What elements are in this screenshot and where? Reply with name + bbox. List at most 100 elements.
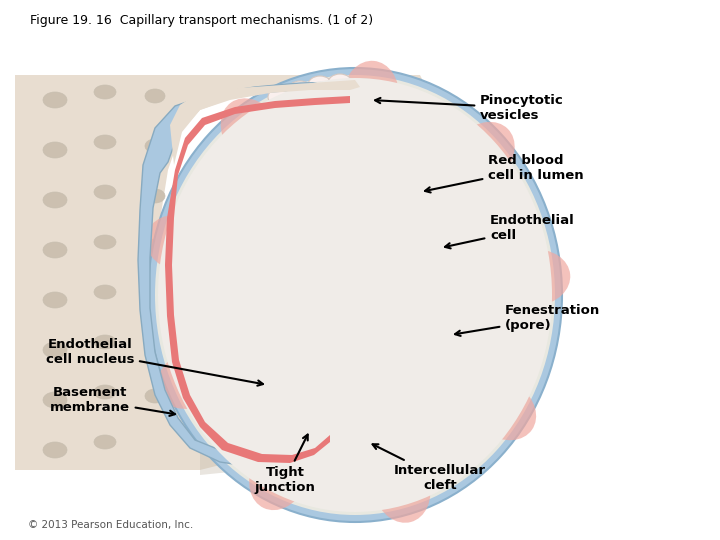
Ellipse shape [160,80,550,510]
Ellipse shape [373,86,397,104]
Ellipse shape [145,215,215,272]
Polygon shape [138,82,358,468]
Ellipse shape [94,135,116,149]
Ellipse shape [276,226,384,303]
Ellipse shape [343,61,399,131]
Ellipse shape [158,78,552,512]
Ellipse shape [404,183,432,203]
Ellipse shape [94,235,116,249]
Ellipse shape [211,181,449,348]
Ellipse shape [366,99,402,127]
Ellipse shape [388,101,412,119]
Ellipse shape [157,350,225,409]
Ellipse shape [267,119,277,127]
Text: Tight
junction: Tight junction [255,435,315,494]
Ellipse shape [494,281,516,297]
Ellipse shape [514,364,524,372]
Ellipse shape [422,469,432,477]
Ellipse shape [191,376,201,384]
Ellipse shape [145,139,165,153]
Ellipse shape [491,321,513,338]
Ellipse shape [145,339,165,353]
Ellipse shape [470,379,536,440]
Ellipse shape [480,357,502,373]
Ellipse shape [451,122,515,185]
Ellipse shape [477,427,487,435]
Ellipse shape [94,335,116,349]
Text: Figure 19. 16  Capillary transport mechanisms. (1 of 2): Figure 19. 16 Capillary transport mechan… [30,14,373,27]
Ellipse shape [399,104,409,112]
Ellipse shape [465,398,501,430]
Ellipse shape [145,89,165,103]
Ellipse shape [288,81,312,99]
Ellipse shape [500,277,544,313]
Ellipse shape [527,291,537,299]
Ellipse shape [251,438,292,472]
Polygon shape [280,78,435,200]
Ellipse shape [232,436,242,444]
Ellipse shape [210,135,500,455]
Polygon shape [200,390,310,475]
Ellipse shape [474,205,496,220]
Polygon shape [15,75,435,470]
Ellipse shape [43,242,67,258]
Ellipse shape [489,244,511,260]
Ellipse shape [374,454,431,523]
Ellipse shape [145,289,165,303]
Ellipse shape [450,170,472,186]
Ellipse shape [396,176,440,210]
Ellipse shape [43,292,67,308]
Ellipse shape [43,442,67,458]
Polygon shape [15,75,435,190]
Ellipse shape [526,264,535,272]
Ellipse shape [94,385,116,399]
Ellipse shape [145,239,165,253]
Ellipse shape [251,119,292,151]
Ellipse shape [308,76,332,94]
Ellipse shape [43,192,67,208]
Ellipse shape [215,166,225,174]
Ellipse shape [398,139,422,157]
Ellipse shape [419,144,441,160]
Ellipse shape [43,142,67,158]
Ellipse shape [368,463,400,491]
Ellipse shape [289,474,300,482]
Ellipse shape [43,92,67,108]
Ellipse shape [268,88,292,106]
Ellipse shape [500,249,570,306]
Text: Endothelial
cell nucleus: Endothelial cell nucleus [46,338,263,386]
Text: © 2013 Pearson Education, Inc.: © 2013 Pearson Education, Inc. [28,520,193,530]
Polygon shape [165,96,350,463]
Ellipse shape [328,74,352,92]
Ellipse shape [246,206,414,324]
Ellipse shape [196,168,464,361]
Ellipse shape [145,389,165,403]
Ellipse shape [173,212,223,252]
Ellipse shape [221,98,282,164]
Ellipse shape [94,285,116,299]
Ellipse shape [94,185,116,199]
Ellipse shape [43,392,67,408]
Text: Pinocytotic
vesicles: Pinocytotic vesicles [375,94,564,122]
Ellipse shape [94,435,116,449]
Ellipse shape [148,68,562,522]
Ellipse shape [248,373,288,403]
Polygon shape [170,80,360,165]
Ellipse shape [43,342,67,358]
Ellipse shape [155,75,555,515]
Ellipse shape [256,379,280,397]
Ellipse shape [356,486,366,494]
Text: Intercellular
cleft: Intercellular cleft [372,444,486,492]
Ellipse shape [461,158,505,194]
Text: Endothelial
cell: Endothelial cell [445,214,575,248]
Text: Basement
membrane: Basement membrane [50,386,175,416]
Ellipse shape [331,97,341,105]
Ellipse shape [180,343,216,373]
Ellipse shape [145,189,165,203]
Text: Fenestration
(pore): Fenestration (pore) [455,304,600,336]
Ellipse shape [503,193,513,201]
Ellipse shape [396,119,420,137]
Text: Red blood
cell in lumen: Red blood cell in lumen [425,154,584,192]
Ellipse shape [249,442,308,510]
Ellipse shape [459,137,469,145]
